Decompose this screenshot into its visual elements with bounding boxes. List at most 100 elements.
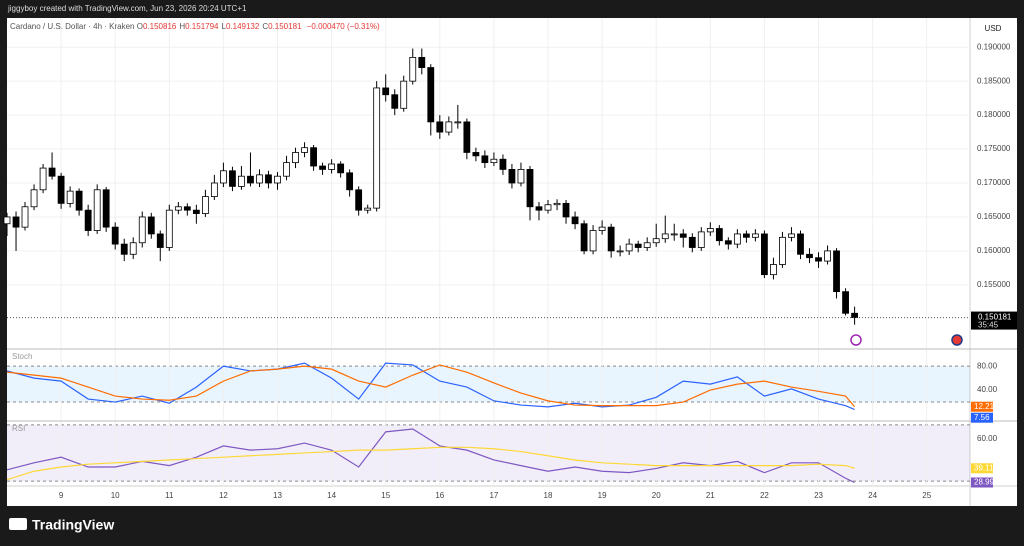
value-label: 28.99 xyxy=(974,478,995,487)
currency-label[interactable]: USD xyxy=(985,24,1002,33)
candle-body xyxy=(517,169,525,184)
candle-body xyxy=(652,238,660,244)
candle-body xyxy=(48,167,56,177)
x-tick-label: 21 xyxy=(706,491,715,500)
value-label-box xyxy=(971,412,993,423)
candle-body xyxy=(192,209,200,214)
candle-body xyxy=(688,236,696,248)
candle-body xyxy=(400,80,408,109)
candle-body xyxy=(391,94,399,109)
pane-title: RSI xyxy=(12,424,25,433)
y-tick-label: 0.190000 xyxy=(977,42,1011,51)
symbol-legend: Cardano / U.S. Dollar · 4h · Kraken xyxy=(10,22,135,31)
candle-body xyxy=(147,216,155,235)
y-tick-label: 80.00 xyxy=(977,361,998,370)
countdown-label: 35:45 xyxy=(978,321,999,330)
x-tick-label: 9 xyxy=(59,491,64,500)
candle-body xyxy=(598,226,606,231)
ohlc-value: 0.151794 xyxy=(185,22,219,31)
candle-body xyxy=(57,175,65,204)
y-tick-label: 0.155000 xyxy=(977,280,1011,289)
candle-body xyxy=(436,121,444,133)
candle-body xyxy=(508,169,516,184)
candle-body xyxy=(670,233,678,236)
candle-body xyxy=(310,147,317,167)
y-tick-label: 0.160000 xyxy=(977,246,1011,255)
indicator-line xyxy=(6,364,856,408)
header-credit: jiggyboy created with TradingView.com, J… xyxy=(7,4,247,13)
value-label: 12.21 xyxy=(974,402,995,411)
ohlc-label: L xyxy=(221,22,226,31)
candle-body xyxy=(797,233,804,255)
candle-body xyxy=(265,174,272,184)
candle-body xyxy=(481,155,489,164)
candle-body xyxy=(3,216,11,225)
candle-body xyxy=(183,206,191,211)
candle-body xyxy=(625,243,633,252)
candle-body xyxy=(283,162,290,177)
value-label-box xyxy=(971,477,993,488)
candle-body xyxy=(751,233,759,238)
x-tick-label: 20 xyxy=(652,491,661,500)
x-tick-label: 22 xyxy=(760,491,769,500)
candle-body xyxy=(824,250,831,262)
band-fill xyxy=(7,424,970,482)
candle-body xyxy=(607,226,615,252)
value-label: 39.11 xyxy=(974,463,994,472)
candle-body xyxy=(346,172,354,191)
candle-body xyxy=(129,242,137,255)
candle-body xyxy=(30,189,38,208)
y-tick-label: 0.180000 xyxy=(977,110,1011,119)
candle-body xyxy=(733,233,741,245)
x-tick-label: 23 xyxy=(814,491,823,500)
indicator-line xyxy=(6,446,855,481)
candle-body xyxy=(301,147,308,153)
candle-body xyxy=(815,257,822,262)
indicator-line xyxy=(6,362,855,411)
candle-body xyxy=(165,209,173,248)
candle-body xyxy=(138,216,146,244)
economic-event-flag[interactable] xyxy=(951,334,963,346)
candle-body xyxy=(102,189,110,228)
y-tick-label: 0.170000 xyxy=(977,178,1011,187)
y-tick-label: 40.00 xyxy=(977,385,998,394)
indicator-line xyxy=(6,428,855,484)
candle-body xyxy=(526,169,534,208)
x-tick-label: 14 xyxy=(327,491,336,500)
y-tick-label: 0.185000 xyxy=(977,76,1011,85)
candle-body xyxy=(743,233,750,238)
x-tick-label: 19 xyxy=(598,491,607,500)
candle-body xyxy=(156,233,164,248)
candle-body xyxy=(761,233,768,276)
candle-body xyxy=(724,240,732,245)
candle-body xyxy=(373,87,381,209)
ohlc-value: 0.150816 xyxy=(142,22,177,31)
band-fill xyxy=(7,366,970,403)
candle-body xyxy=(842,291,849,314)
candle-body xyxy=(445,121,453,133)
x-tick-label: 13 xyxy=(273,491,282,500)
x-tick-label: 15 xyxy=(381,491,390,500)
brand-name: TradingView xyxy=(32,517,114,533)
candle-body xyxy=(589,230,597,252)
candle-body xyxy=(499,158,507,170)
candle-body xyxy=(616,250,624,253)
candle-body xyxy=(220,170,227,184)
x-tick-label: 11 xyxy=(165,491,174,500)
candle-body xyxy=(661,233,669,240)
candle-body xyxy=(643,242,651,248)
ohlc-legend: O0.150816 H0.151794 L0.149132 C0.150181 xyxy=(137,22,305,31)
ohlc-label: C xyxy=(262,22,269,31)
x-tick-label: 18 xyxy=(544,491,553,500)
candle-body xyxy=(580,223,588,252)
candle-body xyxy=(535,206,543,211)
candle-body xyxy=(634,243,642,248)
candle-body xyxy=(679,233,687,238)
candle-body xyxy=(238,175,245,187)
y-tick-label: 0.165000 xyxy=(977,212,1011,221)
event-icon[interactable] xyxy=(850,334,862,346)
candle-body xyxy=(697,231,705,248)
candle-body xyxy=(418,56,426,68)
